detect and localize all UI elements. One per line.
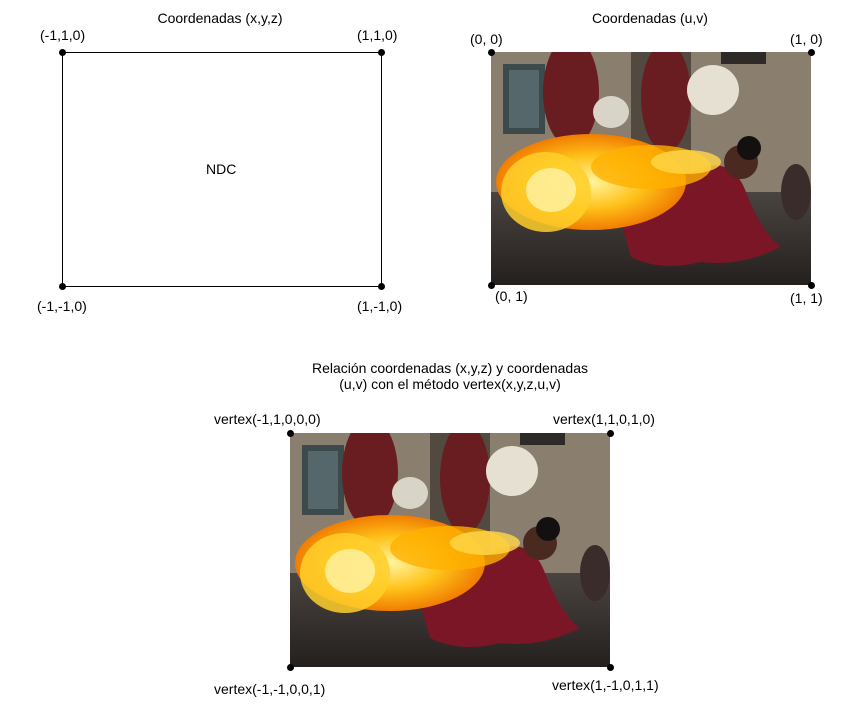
ndc-corner-top-right-label: (1,1,0) <box>357 27 398 43</box>
vertex-corner-bottom-right-label: vertex(1,-1,0,1,1) <box>552 677 659 693</box>
ndc-corner-bottom-left-label: (-1,-1,0) <box>37 298 87 314</box>
vertex-corner-bottom-left-label: vertex(-1,-1,0,0,1) <box>214 681 326 697</box>
uv-vertex-dot <box>808 282 815 289</box>
ndc-vertex-dot <box>59 49 66 56</box>
vertex-title-line1: Relación coordenadas (x,y,z) y coordenad… <box>311 360 588 376</box>
uv-title: Coordenadas (u,v) <box>592 10 708 26</box>
vertex-corner-top-left-label: vertex(-1,1,0,0,0) <box>214 411 321 427</box>
uv-corner-top-left-label: (0, 0) <box>470 31 503 47</box>
ndc-vertex-dot <box>378 283 385 290</box>
uv-corner-bottom-left-label: (0, 1) <box>495 288 528 304</box>
ndc-corner-bottom-right-label: (1,-1,0) <box>357 298 403 314</box>
fire-breather-photo-mapped <box>290 433 610 667</box>
vertex-dot <box>287 430 294 437</box>
ndc-vertex-dot <box>378 49 385 56</box>
ndc-vertex-dot <box>59 283 66 290</box>
uv-vertex-dot <box>488 282 495 289</box>
vertex-dot <box>607 430 614 437</box>
uv-vertex-dot <box>488 49 495 56</box>
uv-corner-top-right-label: (1, 0) <box>790 31 823 47</box>
vertex-title-line2: (u,v) con el método vertex(x,y,z,u,v) <box>339 376 561 392</box>
ndc-corner-top-left-label: (-1,1,0) <box>40 27 86 43</box>
vertex-dot <box>287 664 294 671</box>
ndc-label: NDC <box>206 161 237 177</box>
uv-corner-bottom-right-label: (1, 1) <box>790 290 823 306</box>
uv-vertex-dot <box>808 49 815 56</box>
ndc-title: Coordenadas (x,y,z) <box>157 10 283 26</box>
vertex-corner-top-right-label: vertex(1,1,0,1,0) <box>553 411 655 427</box>
vertex-dot <box>607 664 614 671</box>
fire-breather-photo <box>491 52 811 285</box>
ndc-rectangle <box>62 52 382 287</box>
